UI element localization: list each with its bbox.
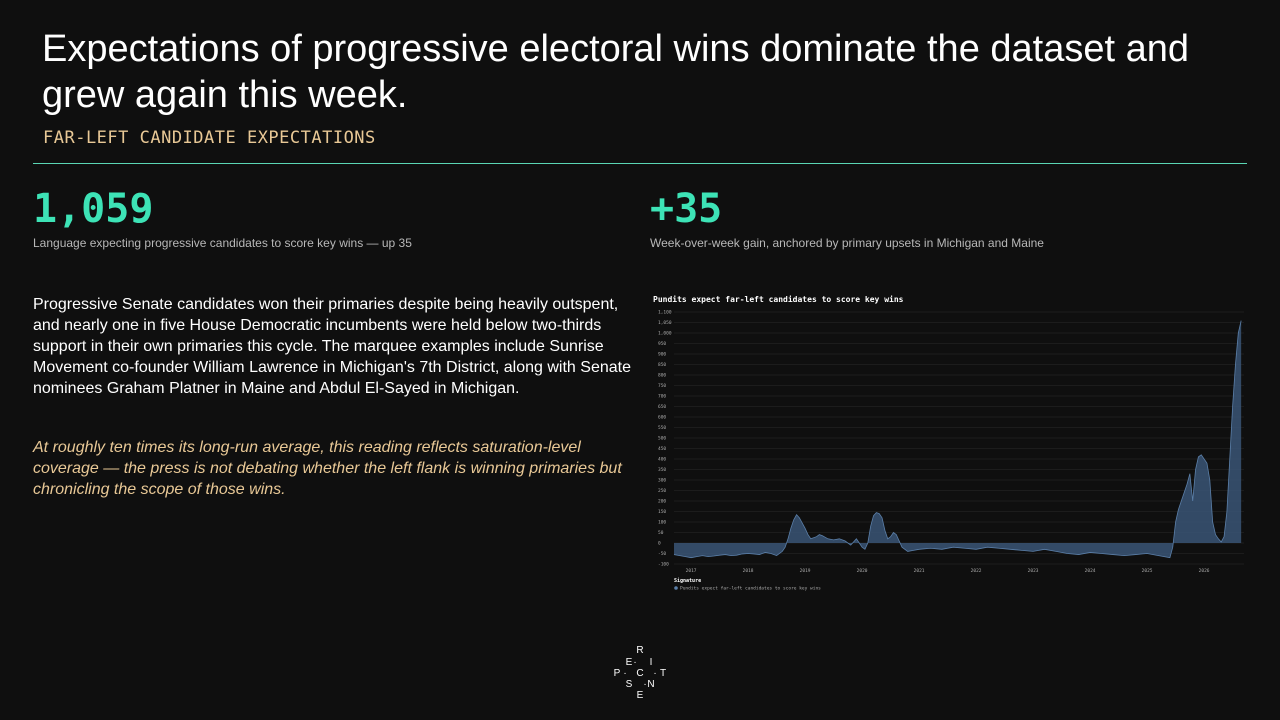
logo-letter: T [659,668,667,679]
legend-title: Signature [674,578,701,584]
y-tick-label: 1,000 [658,331,672,337]
brand-logo: R E · I P · C · T S · N E [612,646,668,702]
legend-swatch [674,586,678,590]
y-tick-label: 150 [658,509,666,515]
y-tick-label: 550 [658,425,666,431]
stat-change-value: +35 [650,186,723,232]
y-tick-label: 700 [658,394,666,400]
logo-dot: · [633,657,637,668]
stat-total-value: 1,059 [33,186,154,232]
y-tick-label: 600 [658,415,666,421]
logo-letter: E [625,657,633,668]
y-tick-label: -50 [658,551,666,557]
logo-letter: I [649,657,653,668]
x-tick-label: 2026 [1199,568,1210,574]
legend-series-label: Pundits expect far-left candidates to sc… [680,586,821,592]
y-tick-label: 1,100 [658,310,672,316]
x-tick-label: 2019 [800,568,811,574]
y-tick-label: 100 [658,520,666,526]
x-tick-label: 2020 [857,568,868,574]
y-tick-label: 300 [658,478,666,484]
y-tick-label: 900 [658,352,666,358]
y-tick-label: 450 [658,446,666,452]
y-tick-label: 0 [658,541,661,547]
x-tick-label: 2022 [971,568,982,574]
x-tick-label: 2021 [914,568,925,574]
logo-dot: · [653,668,657,679]
y-tick-label: 350 [658,467,666,473]
y-tick-label: 650 [658,404,666,410]
logo-dot: · [643,679,647,690]
logo-letter: N [647,679,655,690]
y-tick-label: 200 [658,499,666,505]
logo-letter: R [636,645,644,656]
section-subtitle: FAR-LEFT CANDIDATE EXPECTATIONS [43,128,376,148]
y-tick-label: 500 [658,436,666,442]
y-tick-label: 950 [658,341,666,347]
logo-letter: C [636,668,644,679]
divider [33,163,1247,164]
y-tick-label: 750 [658,383,666,389]
x-tick-label: 2023 [1028,568,1039,574]
x-tick-label: 2024 [1085,568,1096,574]
logo-letter: E [636,690,644,701]
y-tick-label: 850 [658,362,666,368]
y-tick-label: 250 [658,488,666,494]
stat-total-caption: Language expecting progressive candidate… [33,236,412,250]
x-tick-label: 2017 [686,568,697,574]
y-tick-label: -100 [658,562,669,568]
series-line [673,320,1242,559]
series-area [674,320,1242,558]
area-chart: Pundits expect far-left candidates to sc… [653,294,1244,592]
y-tick-label: 400 [658,457,666,463]
logo-letter: S [625,679,633,690]
page-title: Expectations of progressive electoral wi… [42,28,1189,116]
logo-letter: P [613,668,621,679]
x-tick-label: 2018 [743,568,754,574]
x-tick-label: 2025 [1142,568,1153,574]
chart-title: Pundits expect far-left candidates to sc… [653,294,904,304]
stat-change-caption: Week-over-week gain, anchored by primary… [650,236,1044,250]
y-tick-label: 1,050 [658,320,672,326]
logo-dot: · [623,668,627,679]
y-tick-label: 50 [658,530,664,536]
body-paragraph: Progressive Senate candidates won their … [33,296,631,397]
y-tick-label: 800 [658,373,666,379]
analysis-quote: At roughly ten times its long-run averag… [33,439,622,498]
